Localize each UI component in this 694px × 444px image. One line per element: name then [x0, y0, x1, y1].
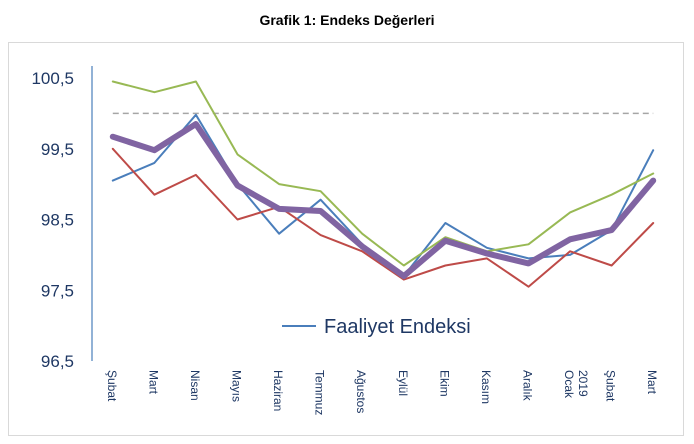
- x-tick-label: Eylül: [396, 370, 410, 396]
- x-tick-label: 2019: [576, 370, 590, 397]
- chart-title: Grafik 1: Endeks Değerleri: [259, 12, 435, 28]
- x-tick-label: Temmuz: [313, 370, 327, 415]
- series-line-4: [109, 121, 657, 280]
- x-tick-label: Mart: [645, 370, 659, 395]
- series-line-2: [111, 147, 655, 288]
- x-tick-label: Şubat: [105, 370, 119, 402]
- y-tick-label: 98,5: [41, 211, 74, 230]
- legend-label: Faaliyet Endeksi: [324, 316, 471, 338]
- x-tick-label: Ekim: [437, 370, 451, 397]
- x-tick-label: Aralık: [521, 370, 535, 402]
- y-tick-label: 99,5: [41, 140, 74, 159]
- series-layer: [109, 80, 657, 288]
- x-tick-label: Kasım: [479, 370, 493, 404]
- axis-layer: 100,5 99,5 98,5 97,5 96,5 Şubat Mart Nisan Mayıs…: [31, 66, 659, 415]
- series-line-3: [111, 80, 655, 267]
- x-tick-label: Ocak: [562, 370, 576, 399]
- x-tick-label: Haziran: [271, 370, 285, 411]
- legend: Faaliyet Endeksi: [282, 316, 471, 338]
- y-tick-label: 96,5: [41, 352, 74, 371]
- x-tick-label: Mart: [146, 370, 160, 395]
- y-tick-label: 100,5: [31, 69, 74, 88]
- x-tick-label: Mayıs: [230, 370, 244, 402]
- x-tick-label: Nisan: [188, 370, 202, 401]
- y-tick-label: 97,5: [41, 281, 74, 300]
- x-tick-label: Şubat: [604, 370, 618, 402]
- x-tick-label: Ağustos: [354, 370, 368, 413]
